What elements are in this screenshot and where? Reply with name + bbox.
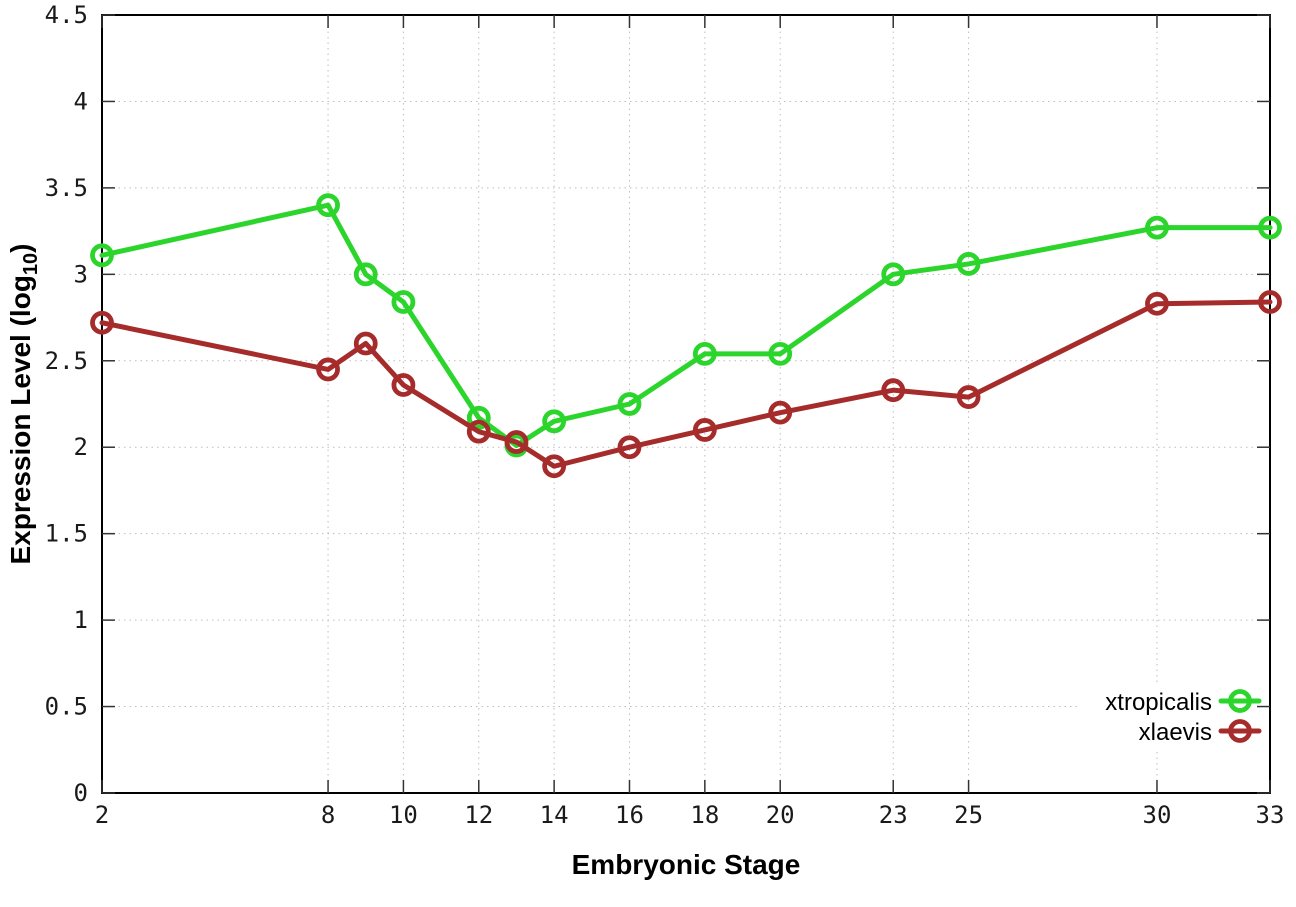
x-tick-label-10: 10 bbox=[389, 801, 418, 829]
data-point-xlaevis-stage-20 bbox=[768, 400, 793, 425]
series-line-xlaevis bbox=[99, 299, 1273, 469]
x-tick-label-20: 20 bbox=[766, 801, 795, 829]
x-tick-label-14: 14 bbox=[540, 801, 569, 829]
x-tick-label-8: 8 bbox=[321, 801, 335, 829]
data-point-xlaevis-stage-18 bbox=[692, 418, 717, 442]
legend-sample-marker-xlaevis bbox=[1228, 719, 1252, 743]
data-point-xtropicalis-stage-12 bbox=[466, 405, 491, 430]
data-point-xtropicalis-stage-2 bbox=[90, 243, 114, 268]
x-tick-label-30: 30 bbox=[1143, 801, 1172, 829]
x-tick-label-25: 25 bbox=[954, 801, 983, 829]
legend-samples bbox=[1218, 689, 1262, 743]
data-point-xtropicalis-stage-30 bbox=[1145, 215, 1169, 240]
legend-label-xlaevis: xlaevis bbox=[1139, 719, 1212, 746]
x-tick-label-16: 16 bbox=[615, 801, 644, 829]
y-axis-title-subscript: 10 bbox=[20, 253, 42, 275]
data-point-xtropicalis-stage-33 bbox=[1258, 215, 1282, 240]
data-point-xlaevis-stage-8 bbox=[316, 357, 340, 382]
y-tick-label-0.5: 0.5 bbox=[45, 693, 88, 721]
x-axis-title: Embryonic Stage bbox=[572, 849, 801, 880]
y-tick-label-0: 0 bbox=[74, 779, 88, 807]
series-plot bbox=[90, 193, 1282, 479]
data-point-xtropicalis-stage-9 bbox=[353, 262, 378, 287]
data-point-xlaevis-stage-14 bbox=[542, 454, 567, 479]
data-point-xlaevis-stage-12 bbox=[466, 419, 491, 444]
data-point-xlaevis-stage-2 bbox=[90, 310, 114, 335]
x-tick-label-23: 23 bbox=[879, 801, 908, 829]
x-tick-label-12: 12 bbox=[464, 801, 493, 829]
gridlines bbox=[102, 15, 1270, 793]
x-tick-label-2: 2 bbox=[95, 801, 109, 829]
data-point-xtropicalis-stage-14 bbox=[542, 409, 567, 434]
y-axis-title-end: ) bbox=[5, 244, 36, 253]
x-tick-label-33: 33 bbox=[1256, 801, 1285, 829]
x-tick-label-18: 18 bbox=[690, 801, 719, 829]
data-point-xtropicalis-stage-25 bbox=[956, 252, 981, 276]
tick-labels: 0 0.5 1 1.5 2 2.5 3 3.5 4 4.5 2 8 10 12 14 16 18 20 23 25 30… bbox=[45, 1, 1285, 829]
data-point-xtropicalis-stage-18 bbox=[692, 341, 717, 366]
series-line-xtropicalis bbox=[99, 202, 1273, 448]
y-tick-label-1.5: 1.5 bbox=[45, 520, 88, 548]
data-point-xlaevis-stage-9 bbox=[353, 331, 378, 356]
y-axis-title-main: Expression Level (log bbox=[5, 275, 36, 564]
legend: xtropicalis xlaevis bbox=[1105, 689, 1262, 746]
legend-sample-marker-xtropicalis bbox=[1228, 689, 1252, 713]
y-tick-label-1: 1 bbox=[74, 606, 88, 634]
data-point-xlaevis-stage-30 bbox=[1145, 291, 1169, 316]
data-point-xlaevis-stage-23 bbox=[881, 378, 906, 403]
legend-label-xtropicalis: xtropicalis bbox=[1105, 689, 1212, 716]
y-tick-label-4.5: 4.5 bbox=[45, 1, 88, 29]
y-tick-label-2: 2 bbox=[74, 433, 88, 461]
data-point-xtropicalis-stage-8 bbox=[316, 193, 340, 218]
plot-border bbox=[101, 14, 1271, 794]
data-point-xtropicalis-stage-20 bbox=[768, 341, 793, 366]
y-tick-label-3: 3 bbox=[74, 260, 88, 288]
data-point-xlaevis-stage-25 bbox=[956, 385, 981, 409]
axes bbox=[101, 14, 1271, 794]
data-point-xtropicalis-stage-16 bbox=[617, 392, 642, 416]
y-tick-label-2.5: 2.5 bbox=[45, 347, 88, 375]
data-point-xlaevis-stage-10 bbox=[391, 373, 416, 397]
data-point-xtropicalis-stage-23 bbox=[881, 262, 906, 287]
data-point-xlaevis-stage-16 bbox=[617, 435, 642, 460]
data-point-xlaevis-stage-33 bbox=[1258, 290, 1282, 314]
data-point-xlaevis-stage-13 bbox=[504, 430, 529, 454]
data-point-xtropicalis-stage-10 bbox=[391, 290, 416, 314]
y-tick-label-4: 4 bbox=[74, 87, 88, 115]
y-axis-title: Expression Level (log10) bbox=[5, 244, 42, 565]
y-tick-label-3.5: 3.5 bbox=[45, 174, 88, 202]
